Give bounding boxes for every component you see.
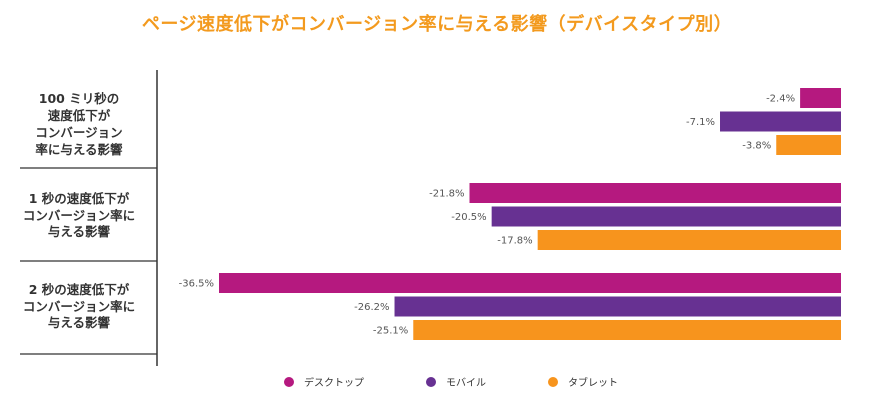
data-label-1-3: -3.8% [742,141,771,152]
data-label-3-2: -26.2% [354,302,389,313]
category-label-1: 100 ミリ秒の 速度低下が コンバージョン 率に与える影響 [35,91,123,157]
bar-3-1 [219,273,841,293]
data-label-1-2: -7.1% [686,117,715,128]
bar-2-2 [491,206,841,227]
legend-swatch-2 [426,376,436,387]
bar-3-2 [394,296,841,317]
category-label-2: 1 秒の速度低下が コンバージョン率に 与える影響 [22,190,136,240]
legend: デスクトップ モバイル タブレット [0,374,874,389]
bar-2-3 [537,230,841,250]
bar-1-3 [776,135,841,155]
bar-1-1 [800,88,841,108]
legend-label-2: モバイル [446,378,486,389]
data-label-2-2: -20.5% [451,212,486,223]
data-label-2-3: -17.8% [497,236,532,247]
bar-3-3 [413,320,841,340]
data-label-3-3: -25.1% [373,326,408,337]
legend-item-2: モバイル [398,374,486,389]
bar-1-2 [720,111,841,132]
data-label-3-1: -36.5% [179,279,214,290]
data-label-2-1: -21.8% [429,189,464,200]
legend-label-1: デスクトップ [304,378,364,389]
bar-2-1 [469,183,841,203]
legend-swatch-1 [284,376,294,387]
legend-item-1: デスクトップ [256,374,364,389]
legend-swatch-3 [548,376,558,387]
legend-label-3: タブレット [568,378,618,389]
chart-title: ページ速度低下がコンバージョン率に与える影響（デバイスタイプ別） [141,14,733,35]
data-label-1-1: -2.4% [766,94,795,105]
category-label-3: 2 秒の速度低下が コンバージョン率に 与える影響 [22,281,136,331]
legend-item-3: タブレット [520,374,618,389]
